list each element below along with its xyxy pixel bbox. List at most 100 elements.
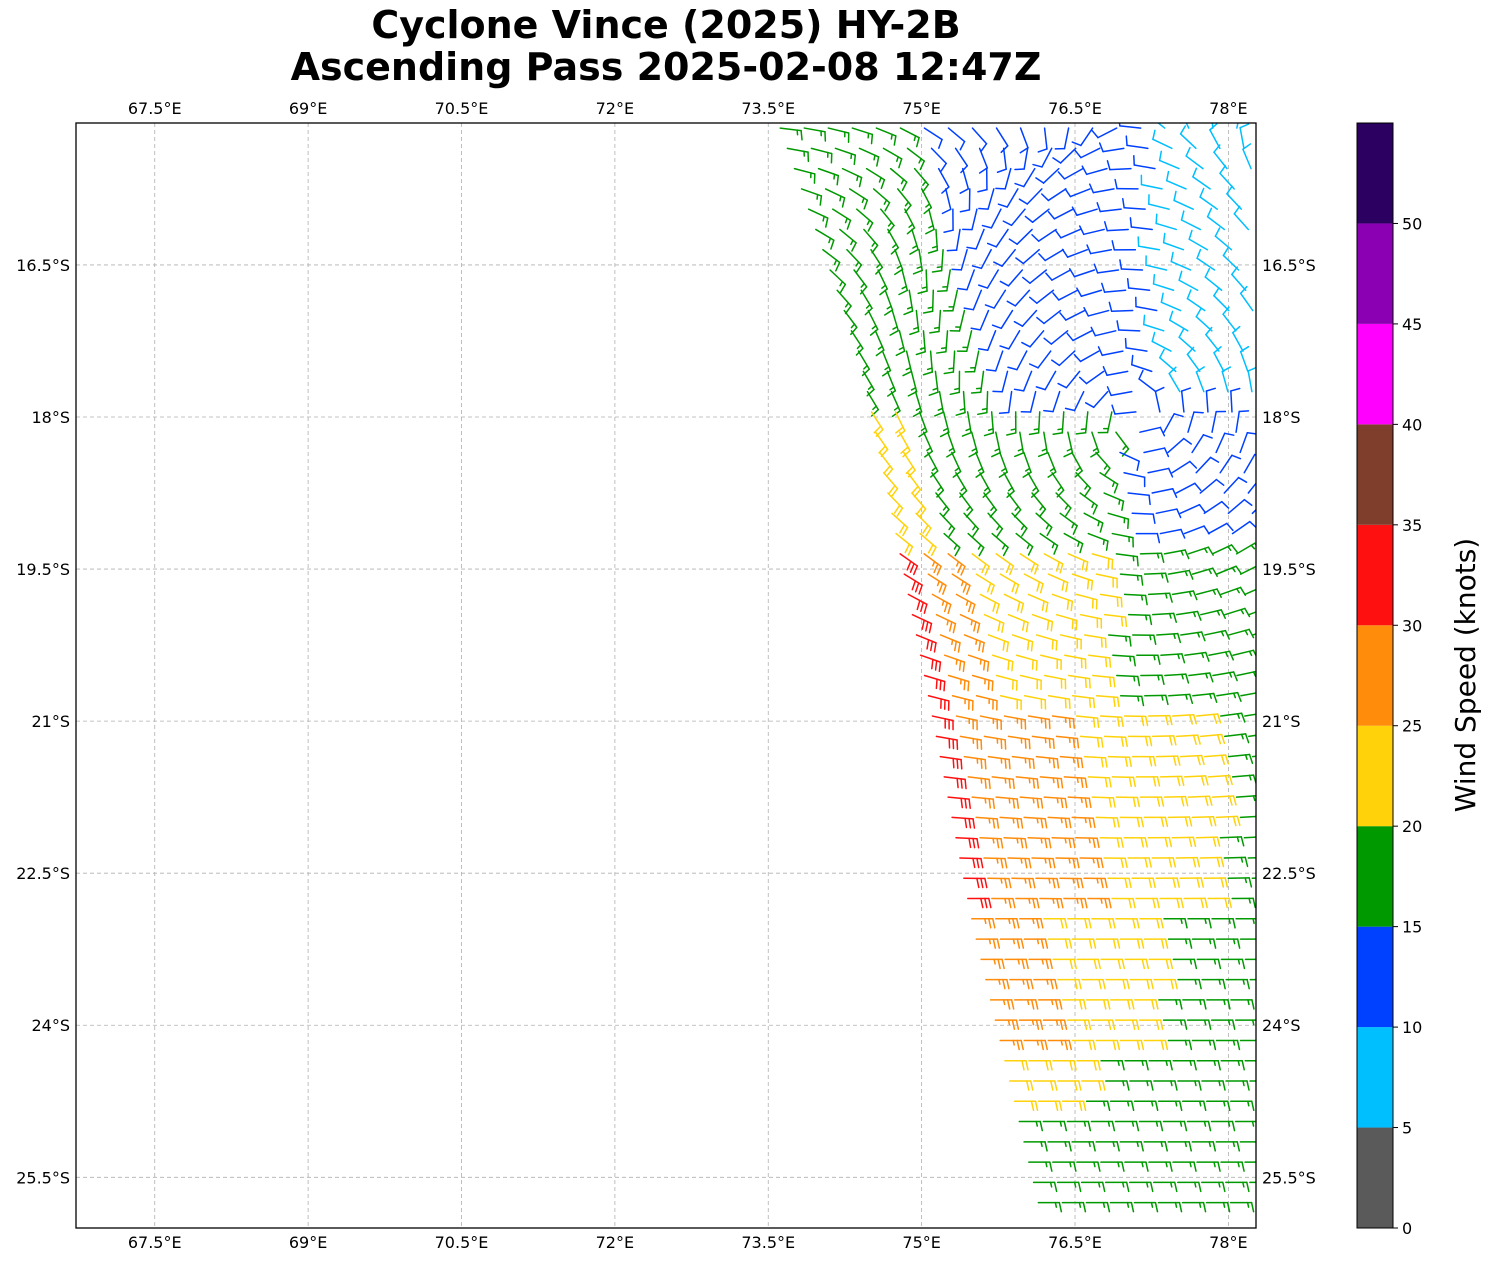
wind-barb-flag — [1000, 145, 1009, 154]
wind-barb-flag — [889, 329, 900, 336]
wind-barb — [999, 695, 1022, 711]
wind-barb-half-flag — [906, 306, 913, 310]
wind-barb — [1103, 613, 1128, 628]
wind-barb — [923, 127, 943, 149]
wind-barb — [846, 248, 863, 274]
wind-barb — [941, 188, 952, 215]
wind-barb-flag — [1195, 307, 1202, 318]
wind-barb-flag — [1180, 387, 1192, 392]
wind-barb — [829, 269, 847, 294]
wind-barb-half-flag — [981, 407, 988, 411]
wind-barb — [1047, 208, 1074, 220]
wind-barb-half-flag — [932, 387, 939, 391]
wind-barb-flag — [925, 228, 935, 235]
colorbar-tick-label: 10 — [1402, 1018, 1422, 1037]
wind-barb-flag — [1120, 615, 1124, 627]
wind-barb-flag — [916, 505, 924, 515]
wind-barb — [1173, 190, 1194, 210]
wind-barb — [963, 289, 983, 311]
wind-barb-flag — [1064, 697, 1067, 709]
wind-barb-flag — [1122, 197, 1125, 209]
wind-barb-staff — [1000, 309, 1014, 330]
wind-barb — [1205, 326, 1220, 352]
wind-barb-flag — [1226, 185, 1233, 195]
colorbar-bin — [1357, 725, 1393, 827]
wind-barb-flag — [1205, 326, 1213, 336]
wind-barb — [1188, 229, 1209, 251]
wind-barb-flag — [1103, 467, 1111, 477]
wind-barb-flag — [859, 286, 868, 295]
wind-barb — [858, 147, 880, 167]
wind-barb-half-flag — [1216, 610, 1221, 616]
wind-barb-flag — [1028, 363, 1039, 369]
wind-barb-staff — [1192, 176, 1211, 190]
wind-barb-flag — [1059, 563, 1064, 574]
wind-barb — [1136, 654, 1161, 665]
wind-barb-flag — [922, 310, 934, 314]
wind-barb-staff — [1166, 179, 1187, 190]
wind-barb-half-flag — [844, 217, 848, 224]
wind-barb-half-flag — [892, 243, 898, 249]
wind-barb-flag — [1158, 150, 1163, 162]
wind-barb-staff — [960, 248, 968, 271]
wind-barb — [1127, 492, 1151, 506]
title-line-1: Cyclone Vince (2025) HY-2B — [371, 3, 961, 47]
wind-barb — [1180, 387, 1192, 413]
wind-barb-flag — [955, 411, 966, 416]
wind-barb-half-flag — [1136, 574, 1139, 581]
wind-barb — [1244, 588, 1256, 596]
wind-barb-flag — [1052, 292, 1060, 301]
wind-barb-flag — [985, 369, 997, 372]
wind-barb — [1103, 492, 1125, 511]
wind-barb-half-flag — [828, 237, 832, 244]
wind-barb-staff — [1239, 292, 1254, 312]
wind-barb — [909, 228, 919, 255]
wind-barb — [957, 269, 975, 291]
wind-barb — [1233, 205, 1250, 231]
wind-barb-flag — [912, 269, 923, 275]
wind-barb-flag — [1144, 594, 1148, 606]
wind-barb — [1152, 273, 1175, 292]
wind-barb-staff — [1044, 370, 1057, 391]
wind-barb — [1095, 451, 1111, 477]
wind-barb — [935, 735, 959, 750]
wind-barb-flag — [899, 524, 906, 534]
wind-barb-flag — [867, 222, 874, 232]
wind-barb — [931, 593, 952, 615]
wind-barb-flag — [1074, 470, 1083, 478]
wind-barb-staff — [1148, 203, 1170, 210]
wind-barb-staff — [1211, 410, 1217, 433]
wind-barb — [1235, 410, 1250, 433]
wind-barb — [1035, 634, 1058, 651]
wind-barb-flag — [983, 659, 986, 671]
wind-barb-staff — [1127, 287, 1151, 292]
wind-barb — [903, 573, 923, 595]
wind-barb-half-flag — [948, 367, 955, 370]
wind-barb-flag — [1188, 714, 1194, 725]
wind-barb-staff — [947, 127, 966, 143]
wind-barb — [848, 188, 869, 210]
wind-barb-flag — [1120, 716, 1124, 728]
wind-barb-half-flag — [896, 156, 899, 163]
wind-barb-flag — [1013, 388, 1025, 392]
wind-barb — [1111, 404, 1137, 415]
wind-barb-flag — [1071, 206, 1078, 216]
wind-barb — [923, 674, 946, 692]
wind-barb-half-flag — [1026, 543, 1031, 550]
wind-barb — [1185, 123, 1190, 129]
wind-barb — [1051, 350, 1076, 367]
wind-barb-staff — [1097, 127, 1118, 139]
wind-barb-flag — [1179, 125, 1187, 135]
wind-barb-flag — [1075, 432, 1087, 435]
wind-barb-staff — [1029, 269, 1048, 284]
wind-barb-flag — [1204, 268, 1211, 278]
wind-barb-staff — [1167, 437, 1185, 454]
wind-barb-staff — [1014, 289, 1031, 307]
wind-barb-flag — [1106, 160, 1111, 171]
wind-barb-flag — [934, 411, 945, 417]
wind-barb — [1090, 326, 1117, 337]
wind-barb — [931, 248, 944, 273]
wind-barb-staff — [1120, 268, 1144, 271]
wind-barb — [1029, 289, 1055, 304]
wind-barb-half-flag — [908, 223, 914, 228]
